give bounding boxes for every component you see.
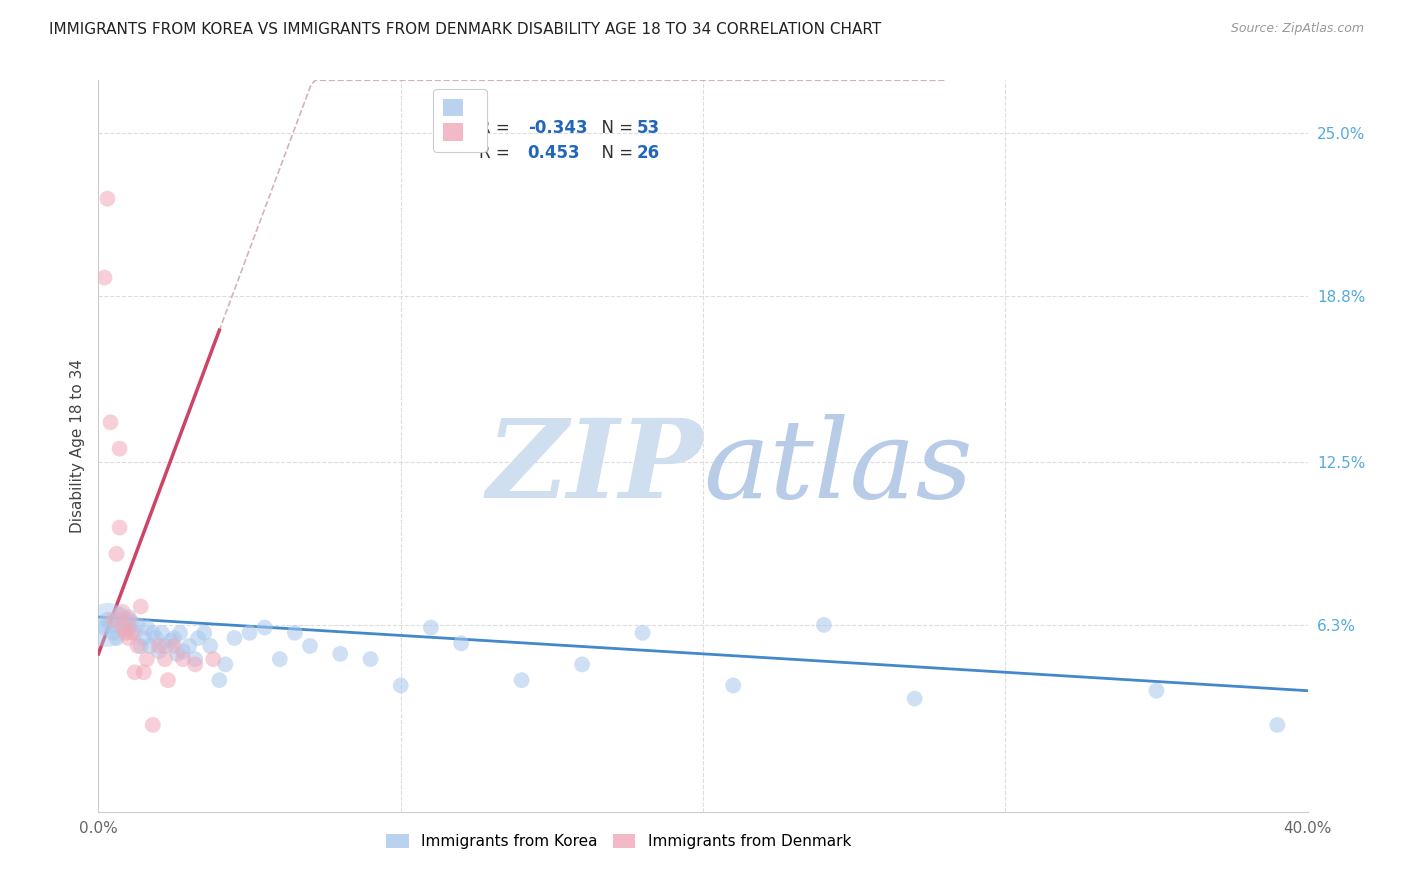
Point <box>111 605 134 619</box>
Point <box>1144 683 1167 698</box>
Point <box>284 625 307 640</box>
Point <box>179 639 201 653</box>
Legend: Immigrants from Korea, Immigrants from Denmark: Immigrants from Korea, Immigrants from D… <box>380 828 858 855</box>
Text: N =: N = <box>591 119 638 136</box>
Point <box>96 618 118 632</box>
Point <box>121 625 143 640</box>
Point <box>127 618 149 632</box>
Point <box>299 639 322 653</box>
Y-axis label: Disability Age 18 to 34: Disability Age 18 to 34 <box>69 359 84 533</box>
Point <box>124 625 146 640</box>
Point <box>139 639 162 653</box>
Point <box>163 631 186 645</box>
Point <box>360 652 382 666</box>
Point <box>187 631 209 645</box>
Point <box>96 613 118 627</box>
Text: 26: 26 <box>637 145 659 162</box>
Text: R =: R = <box>479 119 516 136</box>
Point <box>93 270 115 285</box>
Point <box>124 665 146 680</box>
Point <box>127 639 149 653</box>
Text: atlas: atlas <box>703 414 973 522</box>
Point <box>208 673 231 688</box>
Point <box>169 625 191 640</box>
Point <box>108 442 131 456</box>
Point <box>132 631 155 645</box>
Text: ZIP: ZIP <box>486 414 703 522</box>
Point <box>118 621 141 635</box>
Point <box>93 621 115 635</box>
Point <box>111 621 134 635</box>
Point <box>450 636 472 650</box>
Point <box>96 192 118 206</box>
Point <box>510 673 533 688</box>
Point <box>202 652 225 666</box>
Point <box>1267 718 1289 732</box>
Point <box>150 625 173 640</box>
Point <box>100 618 122 632</box>
Point <box>200 639 222 653</box>
Point <box>904 691 927 706</box>
Point <box>114 618 136 632</box>
Point <box>142 718 165 732</box>
Text: 53: 53 <box>637 119 659 136</box>
Point <box>108 607 131 622</box>
Point <box>420 621 443 635</box>
Point <box>172 652 194 666</box>
Point <box>111 613 134 627</box>
Point <box>129 599 152 614</box>
Point <box>184 652 207 666</box>
Point <box>172 644 194 658</box>
Point <box>142 625 165 640</box>
Point <box>145 631 167 645</box>
Text: 0.453: 0.453 <box>527 145 581 162</box>
Point <box>239 625 262 640</box>
Point <box>105 631 128 645</box>
Point <box>329 647 352 661</box>
Point <box>100 415 122 429</box>
Point <box>160 633 183 648</box>
Point <box>118 613 141 627</box>
Point <box>118 631 141 645</box>
Point <box>153 639 176 653</box>
Text: -0.343: -0.343 <box>527 119 588 136</box>
Point <box>135 652 157 666</box>
Point <box>103 613 125 627</box>
Text: N =: N = <box>591 145 638 162</box>
Point <box>631 625 654 640</box>
Point <box>389 678 412 692</box>
Text: R =: R = <box>479 145 520 162</box>
Point <box>156 673 179 688</box>
Point <box>571 657 593 672</box>
Point <box>103 625 125 640</box>
Point <box>193 625 215 640</box>
Point <box>118 610 141 624</box>
Text: IMMIGRANTS FROM KOREA VS IMMIGRANTS FROM DENMARK DISABILITY AGE 18 TO 34 CORRELA: IMMIGRANTS FROM KOREA VS IMMIGRANTS FROM… <box>49 22 882 37</box>
Point <box>135 621 157 635</box>
Point <box>163 639 186 653</box>
Point <box>105 547 128 561</box>
Point <box>153 652 176 666</box>
Point <box>723 678 745 692</box>
Point <box>214 657 236 672</box>
Point <box>184 657 207 672</box>
Point <box>224 631 246 645</box>
Point <box>132 665 155 680</box>
Point <box>813 618 835 632</box>
Point <box>148 639 170 653</box>
Point <box>166 647 188 661</box>
Point <box>114 625 136 640</box>
Point <box>269 652 291 666</box>
Point <box>129 639 152 653</box>
Point <box>148 644 170 658</box>
Point <box>121 615 143 630</box>
Point <box>253 621 276 635</box>
Text: Source: ZipAtlas.com: Source: ZipAtlas.com <box>1230 22 1364 36</box>
Point <box>108 520 131 534</box>
